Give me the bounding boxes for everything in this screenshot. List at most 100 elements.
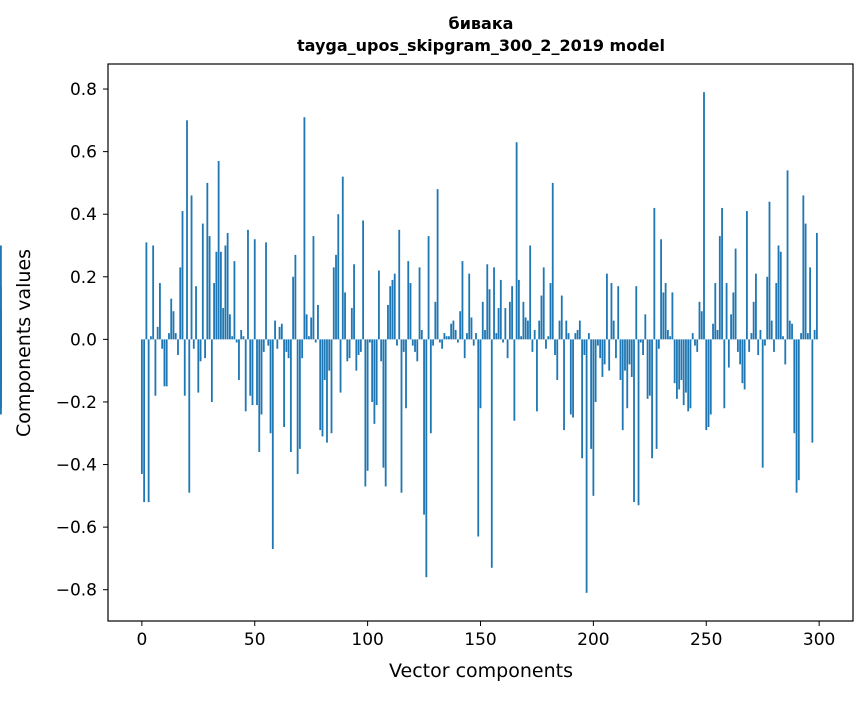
bar <box>644 314 647 340</box>
bar <box>793 339 796 434</box>
bar <box>495 333 498 340</box>
bar <box>788 320 791 340</box>
bar <box>800 333 802 340</box>
bar <box>497 308 500 340</box>
bar <box>332 267 335 340</box>
bar <box>387 304 389 340</box>
bar <box>423 339 425 515</box>
bar <box>159 283 161 340</box>
bar <box>326 339 328 443</box>
bar <box>258 339 261 453</box>
bar <box>637 339 640 506</box>
bar <box>617 286 620 340</box>
bar <box>391 279 394 340</box>
bar <box>590 339 593 449</box>
bar <box>271 339 274 550</box>
bar <box>457 339 459 343</box>
bar <box>809 267 812 340</box>
bar <box>217 161 220 340</box>
bar <box>712 323 714 340</box>
bar <box>405 339 407 409</box>
bar <box>461 261 464 340</box>
bar <box>353 264 355 340</box>
bar <box>556 339 559 381</box>
bar <box>441 339 444 349</box>
bar <box>219 251 222 340</box>
bar <box>233 261 236 340</box>
bar <box>149 336 152 340</box>
bar <box>174 333 177 340</box>
bar <box>639 339 642 343</box>
bar <box>339 339 342 393</box>
bar <box>256 339 258 406</box>
bar <box>727 339 730 368</box>
bar <box>429 339 432 434</box>
bar <box>691 333 694 340</box>
bar <box>678 339 681 390</box>
bar <box>420 329 423 340</box>
bar <box>687 339 690 412</box>
bar <box>685 339 687 393</box>
bar <box>396 339 398 346</box>
bar <box>786 170 789 340</box>
bar <box>779 251 782 340</box>
bar <box>536 339 538 412</box>
bar <box>732 292 735 340</box>
x-tick-label: 50 <box>244 630 266 650</box>
bar <box>506 339 509 359</box>
bar <box>179 267 182 340</box>
bar <box>513 339 516 421</box>
bar <box>181 211 184 340</box>
bar <box>443 333 446 340</box>
x-tick-label: 200 <box>577 630 609 650</box>
bar <box>147 339 150 503</box>
bar <box>755 273 757 340</box>
bar <box>635 286 638 340</box>
bar <box>168 333 170 340</box>
bar <box>806 333 809 340</box>
bar <box>698 301 701 340</box>
bar <box>289 339 292 453</box>
bar <box>551 182 554 340</box>
bar <box>240 329 243 340</box>
bar <box>527 320 529 340</box>
bar <box>224 245 227 340</box>
bar <box>452 320 455 340</box>
bar <box>653 207 656 340</box>
bar <box>773 339 775 352</box>
chart-subtitle: tayga_upos_skipgram_300_2_2019 model <box>297 36 665 55</box>
bar <box>486 264 489 340</box>
bar <box>398 229 401 340</box>
bar <box>603 339 606 365</box>
x-axis-ticks: 0 50 100 150 200 250 300 <box>136 621 835 650</box>
bar <box>235 339 238 343</box>
y-tick-label: 0.6 <box>70 143 97 163</box>
bar <box>432 339 434 346</box>
bar <box>797 339 800 481</box>
bar <box>743 339 746 390</box>
bar <box>624 339 626 371</box>
bar <box>341 176 344 340</box>
bar <box>596 339 599 346</box>
plot-frame <box>107 63 854 622</box>
bar <box>188 339 191 493</box>
bar <box>651 339 653 459</box>
bar <box>560 295 563 340</box>
bar <box>305 314 308 340</box>
bar <box>373 339 376 424</box>
bar <box>274 320 276 340</box>
bar <box>540 295 543 340</box>
bar <box>328 339 331 371</box>
bar <box>481 301 484 340</box>
bar <box>813 329 816 340</box>
bar <box>766 276 769 340</box>
bar <box>554 339 556 356</box>
bar <box>671 292 674 340</box>
bar <box>355 339 358 371</box>
bar <box>362 220 365 340</box>
bar <box>770 320 773 340</box>
bar <box>520 336 523 340</box>
bar <box>730 314 732 340</box>
bar <box>504 308 507 340</box>
bar <box>578 320 581 340</box>
